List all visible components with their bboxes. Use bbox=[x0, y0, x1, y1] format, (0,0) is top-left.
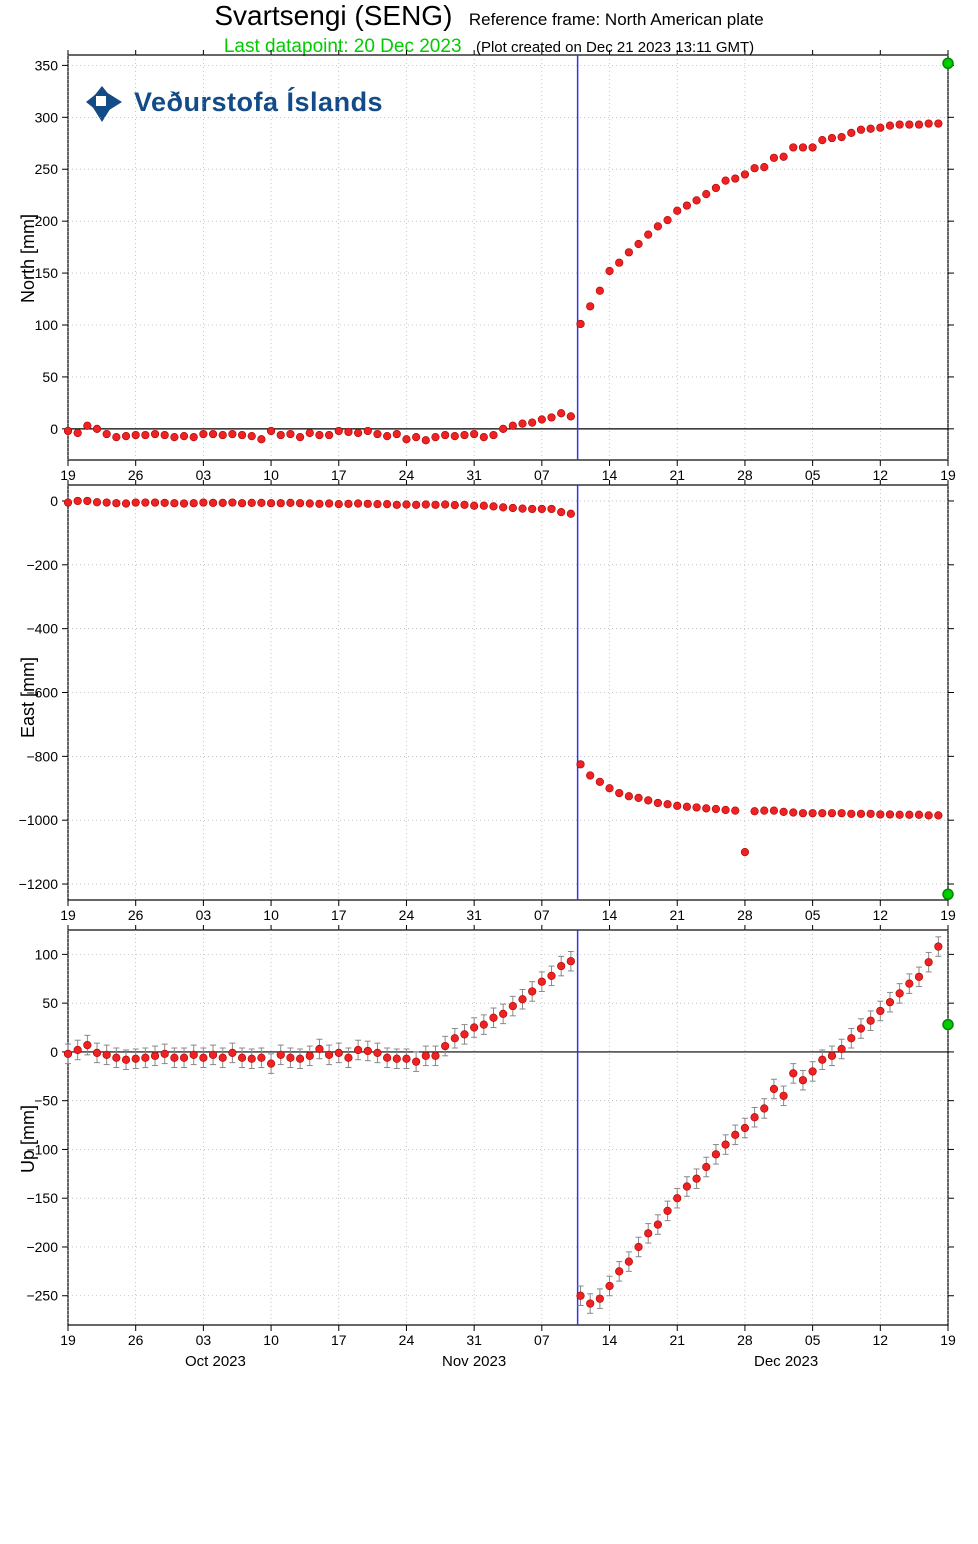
svg-text:−1000: −1000 bbox=[19, 812, 59, 828]
svg-text:14: 14 bbox=[602, 1332, 618, 1348]
ylabel-east: East [mm] bbox=[18, 656, 39, 737]
svg-text:21: 21 bbox=[669, 467, 685, 483]
svg-text:21: 21 bbox=[669, 907, 685, 923]
svg-text:300: 300 bbox=[35, 109, 59, 125]
svg-text:05: 05 bbox=[805, 467, 821, 483]
month-label: Dec 2023 bbox=[754, 1353, 818, 1370]
svg-text:07: 07 bbox=[534, 1332, 550, 1348]
page: Svartsengi (SENG) Reference frame: North… bbox=[0, 0, 978, 1544]
svg-text:21: 21 bbox=[669, 1332, 685, 1348]
panel-up: −250−200−150−100−50050100192603101724310… bbox=[0, 0, 978, 1544]
svg-text:19: 19 bbox=[940, 1332, 956, 1348]
svg-text:12: 12 bbox=[873, 467, 889, 483]
svg-text:0: 0 bbox=[50, 493, 58, 509]
svg-text:19: 19 bbox=[60, 1332, 76, 1348]
ylabel-up: Up [mm] bbox=[18, 1104, 39, 1172]
svg-text:12: 12 bbox=[873, 907, 889, 923]
svg-text:12: 12 bbox=[873, 1332, 889, 1348]
panel-north: 0501001502002503003501926031017243107142… bbox=[0, 0, 978, 1544]
svg-text:19: 19 bbox=[940, 467, 956, 483]
svg-text:−1200: −1200 bbox=[19, 876, 59, 892]
svg-text:−200: −200 bbox=[26, 557, 58, 573]
svg-text:−250: −250 bbox=[26, 1288, 58, 1304]
svg-text:10: 10 bbox=[263, 467, 279, 483]
svg-text:24: 24 bbox=[399, 907, 415, 923]
svg-text:−150: −150 bbox=[26, 1190, 58, 1206]
svg-text:10: 10 bbox=[263, 907, 279, 923]
svg-text:24: 24 bbox=[399, 467, 415, 483]
svg-text:17: 17 bbox=[331, 1332, 347, 1348]
svg-text:14: 14 bbox=[602, 467, 618, 483]
svg-text:03: 03 bbox=[196, 907, 212, 923]
svg-text:0: 0 bbox=[50, 421, 58, 437]
svg-text:17: 17 bbox=[331, 907, 347, 923]
svg-text:−400: −400 bbox=[26, 621, 58, 637]
title-reference-frame: Reference frame: North American plate bbox=[469, 10, 764, 29]
svg-text:100: 100 bbox=[35, 317, 59, 333]
svg-text:03: 03 bbox=[196, 1332, 212, 1348]
svg-text:24: 24 bbox=[399, 1332, 415, 1348]
svg-text:03: 03 bbox=[196, 467, 212, 483]
svg-text:19: 19 bbox=[60, 907, 76, 923]
svg-text:350: 350 bbox=[35, 57, 59, 73]
svg-text:19: 19 bbox=[940, 907, 956, 923]
svg-text:05: 05 bbox=[805, 907, 821, 923]
svg-text:26: 26 bbox=[128, 907, 144, 923]
svg-text:17: 17 bbox=[331, 467, 347, 483]
panel-east: −1200−1000−800−600−400−20001926031017243… bbox=[0, 0, 978, 1544]
month-label: Nov 2023 bbox=[442, 1353, 506, 1370]
svg-text:31: 31 bbox=[466, 1332, 482, 1348]
chart-header: Svartsengi (SENG) Reference frame: North… bbox=[0, 0, 978, 58]
last-datapoint-label: Last datapoint: 20 Dec 2023 bbox=[224, 36, 462, 57]
svg-text:26: 26 bbox=[128, 1332, 144, 1348]
svg-text:−800: −800 bbox=[26, 748, 58, 764]
svg-text:100: 100 bbox=[35, 946, 59, 962]
svg-text:14: 14 bbox=[602, 907, 618, 923]
vedurstofa-logo: Veðurstofa Íslands bbox=[80, 80, 383, 124]
svg-text:05: 05 bbox=[805, 1332, 821, 1348]
title-main: Svartsengi (SENG) bbox=[214, 0, 452, 31]
logo-text: Veðurstofa Íslands bbox=[134, 87, 383, 118]
svg-text:50: 50 bbox=[42, 995, 58, 1011]
ylabel-north: North [mm] bbox=[18, 213, 39, 302]
svg-text:0: 0 bbox=[50, 1044, 58, 1060]
svg-text:250: 250 bbox=[35, 161, 59, 177]
svg-text:10: 10 bbox=[263, 1332, 279, 1348]
plot-created-label: (Plot created on Dec 21 2023 13:11 GMT) bbox=[476, 39, 754, 56]
svg-text:26: 26 bbox=[128, 467, 144, 483]
svg-text:31: 31 bbox=[466, 467, 482, 483]
svg-text:28: 28 bbox=[737, 907, 753, 923]
svg-text:07: 07 bbox=[534, 907, 550, 923]
svg-text:−200: −200 bbox=[26, 1239, 58, 1255]
svg-text:31: 31 bbox=[466, 907, 482, 923]
svg-text:28: 28 bbox=[737, 467, 753, 483]
svg-text:50: 50 bbox=[42, 369, 58, 385]
month-label: Oct 2023 bbox=[185, 1353, 246, 1370]
svg-text:07: 07 bbox=[534, 467, 550, 483]
svg-text:19: 19 bbox=[60, 467, 76, 483]
svg-text:28: 28 bbox=[737, 1332, 753, 1348]
logo-mark-icon bbox=[80, 80, 124, 124]
